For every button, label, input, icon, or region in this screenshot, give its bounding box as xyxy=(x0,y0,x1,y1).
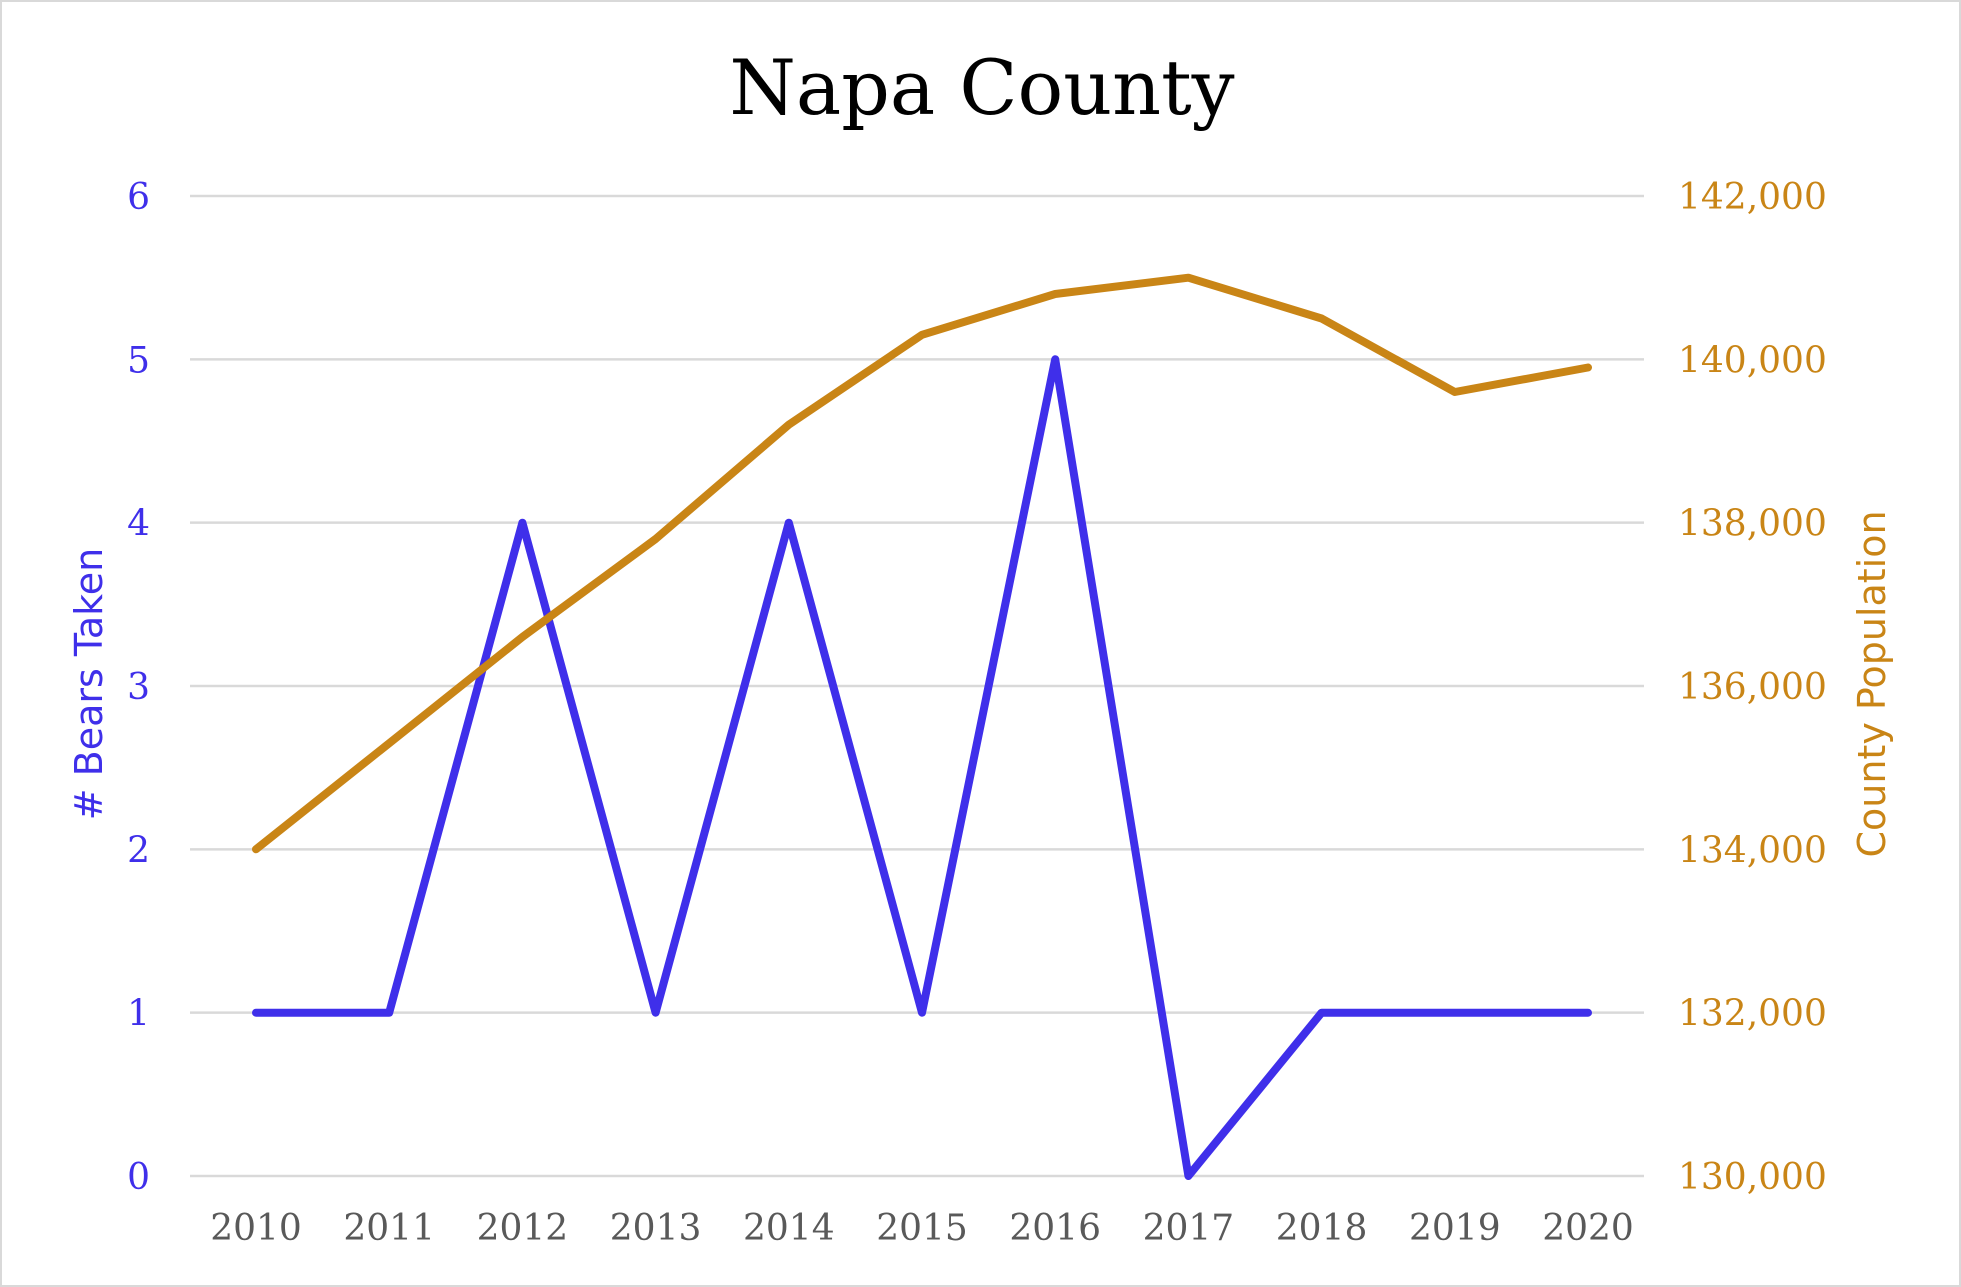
left-y-tick-label: 4 xyxy=(127,504,150,545)
left-y-tick-label: 1 xyxy=(127,994,150,1035)
x-tick-label: 2013 xyxy=(610,1208,702,1249)
right-y-tick-label: 130,000 xyxy=(1678,1157,1827,1198)
x-tick-label: 2014 xyxy=(743,1208,835,1249)
right-y-axis-title: County Population xyxy=(1850,510,1894,857)
right-y-tick-label: 140,000 xyxy=(1678,340,1827,381)
left-y-axis-ticks: 0 1 2 3 4 5 6 xyxy=(127,177,150,1198)
right-y-tick-label: 136,000 xyxy=(1678,667,1827,708)
x-tick-label: 2011 xyxy=(343,1208,435,1249)
population-series-line xyxy=(252,273,1592,854)
right-y-tick-label: 132,000 xyxy=(1678,994,1827,1035)
x-tick-label: 2017 xyxy=(1143,1208,1235,1249)
left-y-tick-label: 3 xyxy=(127,667,150,708)
x-tick-label: 2019 xyxy=(1409,1208,1501,1249)
bears-taken-series-line xyxy=(252,355,1592,1180)
x-tick-label: 2018 xyxy=(1276,1208,1368,1249)
left-y-tick-label: 0 xyxy=(127,1157,150,1198)
right-y-tick-label: 134,000 xyxy=(1678,830,1827,871)
left-y-tick-label: 2 xyxy=(127,830,150,871)
right-y-tick-label: 138,000 xyxy=(1678,504,1827,545)
chart-title: Napa County xyxy=(729,43,1234,132)
left-y-tick-label: 6 xyxy=(127,177,150,218)
right-y-tick-label: 142,000 xyxy=(1678,177,1827,218)
left-y-tick-label: 5 xyxy=(127,340,150,381)
series-lines xyxy=(252,273,1592,1180)
x-tick-label: 2020 xyxy=(1542,1208,1634,1249)
right-y-axis-ticks: 130,000 132,000 134,000 136,000 138,000 140,0… xyxy=(1678,177,1827,1198)
left-y-axis-title: # Bears Taken xyxy=(67,548,111,820)
x-tick-label: 2010 xyxy=(210,1208,302,1249)
x-tick-label: 2012 xyxy=(477,1208,569,1249)
x-tick-label: 2016 xyxy=(1009,1208,1101,1249)
x-axis-ticks: 2010 2011 2012 2013 2014 2015 2016 2017 2018 2019… xyxy=(210,1208,1634,1249)
x-tick-label: 2015 xyxy=(876,1208,968,1249)
